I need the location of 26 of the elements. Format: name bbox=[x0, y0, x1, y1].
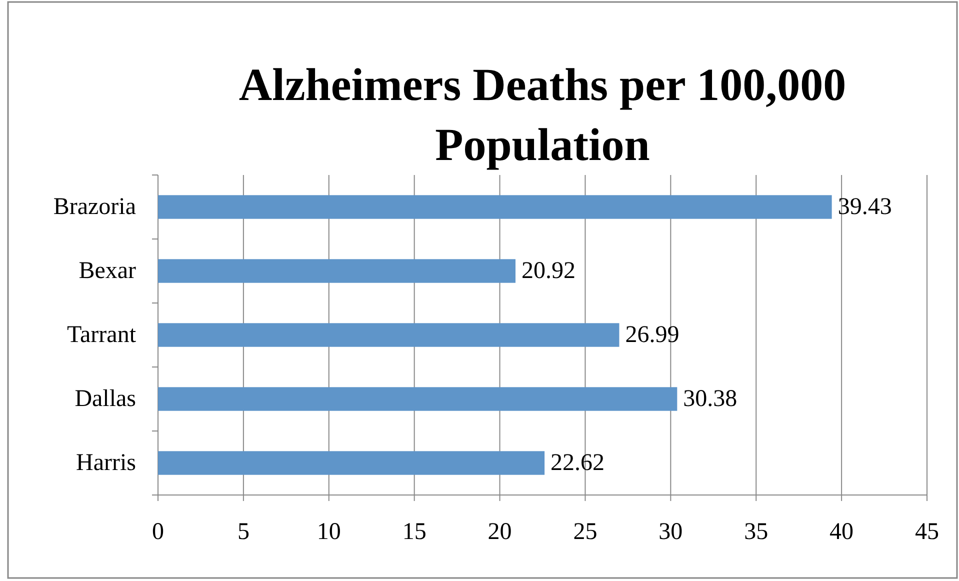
x-tick-label: 15 bbox=[402, 519, 426, 545]
x-tick-label: 0 bbox=[152, 519, 164, 545]
data-label: 22.62 bbox=[550, 450, 605, 476]
data-label: 30.38 bbox=[683, 386, 738, 412]
x-tick-label: 40 bbox=[830, 519, 854, 545]
y-tick-label: Bexar bbox=[78, 258, 136, 284]
bar bbox=[158, 195, 832, 219]
x-tick-label: 20 bbox=[488, 519, 512, 545]
y-tick-label: Brazoria bbox=[53, 194, 136, 220]
y-tick-label: Tarrant bbox=[67, 322, 136, 348]
x-tick-label: 35 bbox=[744, 519, 768, 545]
y-tick-label: Harris bbox=[76, 450, 136, 476]
bar bbox=[158, 451, 545, 475]
bar bbox=[158, 259, 516, 283]
bar bbox=[158, 387, 678, 411]
data-label: 20.92 bbox=[522, 258, 576, 284]
x-tick-label: 45 bbox=[915, 519, 939, 545]
data-label: 39.43 bbox=[838, 194, 892, 220]
x-tick-label: 25 bbox=[573, 519, 598, 545]
x-tick-label: 30 bbox=[658, 519, 683, 545]
x-tick-label: 10 bbox=[316, 519, 341, 545]
x-tick-label: 5 bbox=[237, 519, 250, 545]
chart-title: Alzheimers Deaths per 100,000 Population bbox=[238, 59, 846, 170]
data-label: 26.99 bbox=[625, 322, 680, 348]
y-tick-label: Dallas bbox=[74, 386, 136, 412]
bar bbox=[158, 323, 620, 347]
